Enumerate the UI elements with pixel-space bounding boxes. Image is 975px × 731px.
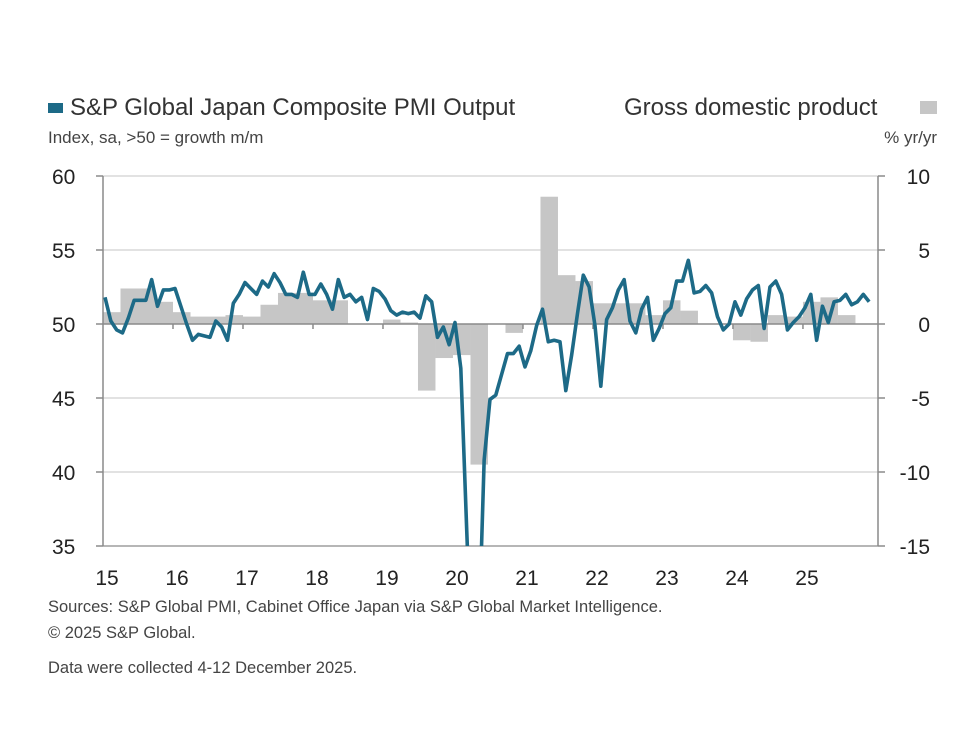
x-tick-label: 21 xyxy=(515,567,538,590)
gdp-bar xyxy=(312,300,331,324)
right-axis-unit: % yr/yr xyxy=(884,128,937,147)
gdp-bar xyxy=(225,315,243,324)
gdp-bar xyxy=(505,324,523,333)
gdp-bar xyxy=(242,316,261,324)
x-tick-label: 22 xyxy=(585,567,608,590)
gdp-bar xyxy=(557,275,576,324)
gdp-legend-swatch xyxy=(920,101,937,114)
gdp-bar xyxy=(277,292,296,324)
gdp-bar xyxy=(120,288,138,324)
x-tick-label: 23 xyxy=(655,567,678,590)
x-tick-label: 16 xyxy=(165,567,188,590)
left-tick-label: 35 xyxy=(52,536,75,559)
x-tick-label: 15 xyxy=(95,567,118,590)
gdp-bar xyxy=(540,196,558,324)
gdp-bar xyxy=(610,303,628,324)
gdp-bar xyxy=(295,292,313,324)
gdp-bar xyxy=(382,319,401,324)
x-tick-label: 20 xyxy=(445,567,468,590)
x-tick-label: 17 xyxy=(235,567,258,590)
right-tick-label: -10 xyxy=(900,462,930,485)
x-tick-label: 18 xyxy=(305,567,328,590)
left-axis-unit: Index, sa, >50 = growth m/m xyxy=(48,128,264,147)
right-tick-label: -15 xyxy=(900,536,930,559)
gdp-bar xyxy=(662,300,681,324)
x-tick-label: 24 xyxy=(725,567,749,590)
left-tick-label: 45 xyxy=(52,388,75,411)
gdp-bar xyxy=(172,312,191,324)
right-tick-label: 5 xyxy=(918,240,930,263)
pmi-line xyxy=(103,258,871,546)
gdp-bar xyxy=(417,324,436,391)
gdp-bar xyxy=(732,324,751,341)
gdp-bar xyxy=(645,315,663,324)
copyright-note: © 2025 S&P Global. xyxy=(48,624,196,642)
gdp-bar xyxy=(837,315,856,324)
gdp-bar xyxy=(190,316,208,324)
pmi-legend-swatch xyxy=(48,103,63,113)
x-tick-label: 19 xyxy=(375,567,398,590)
gdp-legend-label: Gross domestic product xyxy=(624,94,878,121)
left-tick-label: 60 xyxy=(52,166,75,189)
right-tick-label: -5 xyxy=(911,388,930,411)
gdp-bar xyxy=(155,301,173,324)
pmi-legend-label: S&P Global Japan Composite PMI Output xyxy=(70,94,516,121)
gdp-bar xyxy=(260,304,278,324)
gdp-bar xyxy=(137,288,156,324)
gdp-bar xyxy=(470,324,488,465)
right-tick-label: 10 xyxy=(907,166,930,189)
left-tick-label: 55 xyxy=(52,240,75,263)
right-tick-label: 0 xyxy=(918,314,930,337)
left-tick-label: 40 xyxy=(52,462,75,485)
gdp-bar xyxy=(767,315,786,324)
x-tick-label: 25 xyxy=(795,567,818,590)
collection-note: Data were collected 4-12 December 2025. xyxy=(48,659,358,677)
sources-note: Sources: S&P Global PMI, Cabinet Office … xyxy=(48,598,663,616)
left-tick-label: 50 xyxy=(52,314,75,337)
gdp-bar xyxy=(680,310,698,324)
